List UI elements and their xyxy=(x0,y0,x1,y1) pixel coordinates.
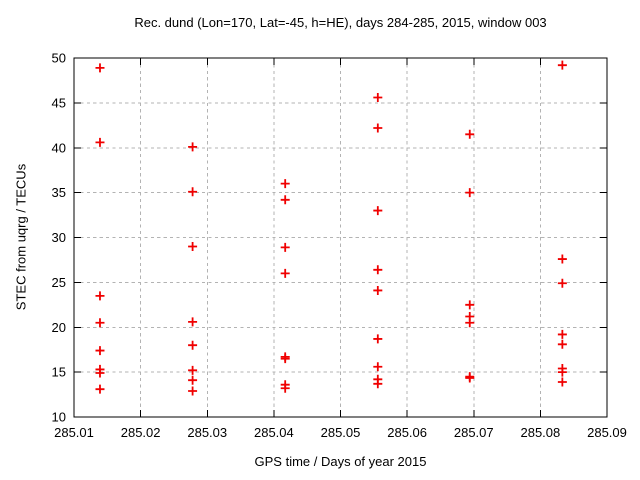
data-point-marker xyxy=(557,339,567,349)
y-tick-label: 15 xyxy=(52,365,66,380)
data-point-marker xyxy=(465,300,475,310)
x-tick-label: 285.03 xyxy=(187,425,227,440)
data-point-marker xyxy=(95,63,105,73)
y-tick-label: 25 xyxy=(52,275,66,290)
x-tick-label: 285.06 xyxy=(387,425,427,440)
data-point-marker xyxy=(188,365,198,375)
y-tick-label: 30 xyxy=(52,230,66,245)
data-point-marker xyxy=(95,137,105,147)
data-point-marker xyxy=(373,123,383,133)
data-point-marker xyxy=(188,340,198,350)
data-point-marker xyxy=(95,318,105,328)
y-tick-label: 50 xyxy=(52,51,66,66)
data-point-marker xyxy=(280,195,290,205)
data-point-marker xyxy=(373,285,383,295)
data-point-marker xyxy=(465,373,475,383)
data-point-marker xyxy=(95,368,105,378)
data-point-marker xyxy=(465,318,475,328)
data-point-marker xyxy=(373,92,383,102)
data-point-marker xyxy=(373,362,383,372)
data-point-marker xyxy=(557,254,567,264)
x-tick-label: 285.07 xyxy=(454,425,494,440)
data-point-marker xyxy=(465,188,475,198)
data-point-marker xyxy=(95,384,105,394)
data-point-marker xyxy=(557,367,567,377)
y-tick-label: 35 xyxy=(52,185,66,200)
data-point-marker xyxy=(373,379,383,389)
x-tick-label: 285.09 xyxy=(587,425,627,440)
chart-title: Rec. dund (Lon=170, Lat=-45, h=HE), days… xyxy=(134,15,547,30)
x-axis-label: GPS time / Days of year 2015 xyxy=(254,454,427,469)
data-point-marker xyxy=(557,377,567,387)
data-point-marker xyxy=(188,375,198,385)
x-tick-label: 285.01 xyxy=(54,425,94,440)
y-tick-label: 45 xyxy=(52,95,66,110)
y-tick-label: 40 xyxy=(52,140,66,155)
data-point-marker xyxy=(280,242,290,252)
data-point-marker xyxy=(188,241,198,251)
y-tick-label: 10 xyxy=(52,410,66,425)
data-point-marker xyxy=(188,142,198,152)
data-point-marker xyxy=(280,383,290,393)
data-point-marker xyxy=(188,317,198,327)
data-point-marker xyxy=(188,386,198,396)
data-point-marker xyxy=(465,129,475,139)
data-point-marker xyxy=(373,334,383,344)
data-point-marker xyxy=(95,291,105,301)
x-tick-label: 285.04 xyxy=(254,425,294,440)
data-point-marker xyxy=(280,179,290,189)
x-tick-label: 285.08 xyxy=(520,425,560,440)
x-tick-label: 285.02 xyxy=(121,425,161,440)
data-point-marker xyxy=(280,354,290,364)
data-point-marker xyxy=(373,206,383,216)
data-point-marker xyxy=(188,187,198,197)
data-point-marker xyxy=(373,265,383,275)
data-point-marker xyxy=(557,278,567,288)
x-tick-label: 285.05 xyxy=(321,425,361,440)
y-tick-label: 20 xyxy=(52,320,66,335)
data-point-marker xyxy=(280,268,290,278)
data-point-marker xyxy=(95,346,105,356)
data-point-marker xyxy=(557,329,567,339)
data-point-marker xyxy=(557,60,567,70)
